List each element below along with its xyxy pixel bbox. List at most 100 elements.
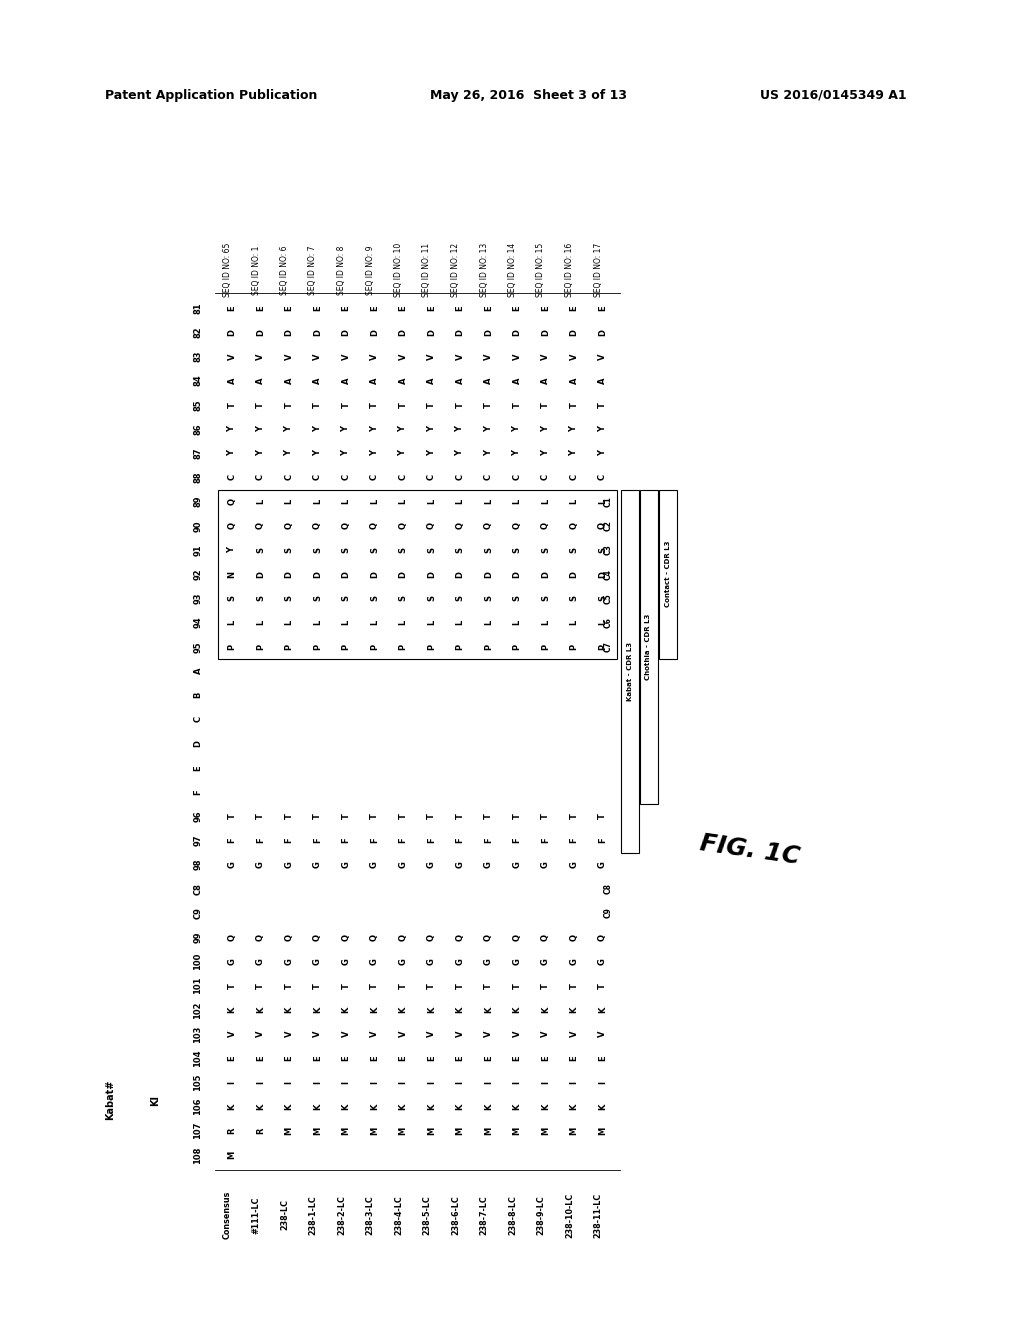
Text: D: D (256, 329, 265, 335)
Text: M: M (569, 1127, 579, 1135)
Text: SEQ ID NO: 13: SEQ ID NO: 13 (479, 243, 488, 297)
Text: K: K (541, 1007, 550, 1012)
Text: Y: Y (541, 426, 550, 432)
Text: Q: Q (484, 523, 493, 529)
Text: Y: Y (313, 450, 322, 457)
Text: V: V (227, 354, 237, 359)
Text: 84: 84 (194, 375, 203, 387)
Text: I: I (341, 1081, 350, 1084)
Text: K: K (484, 1104, 493, 1110)
Text: T: T (256, 401, 265, 408)
Text: 106: 106 (194, 1098, 203, 1115)
Text: D: D (370, 570, 379, 578)
Text: M: M (313, 1127, 322, 1135)
Text: K: K (456, 1104, 465, 1110)
Text: 238-LC: 238-LC (280, 1200, 289, 1230)
Text: Y: Y (256, 426, 265, 432)
Text: G: G (285, 958, 294, 965)
Text: G: G (598, 861, 607, 869)
Text: SEQ ID NO: 8: SEQ ID NO: 8 (337, 246, 346, 294)
Text: 89: 89 (194, 496, 203, 507)
Text: SEQ ID NO: 15: SEQ ID NO: 15 (537, 243, 546, 297)
Text: V: V (569, 1031, 579, 1038)
Text: 82: 82 (194, 326, 203, 338)
Text: K: K (569, 1007, 579, 1012)
Text: T: T (598, 813, 607, 820)
Text: L: L (313, 499, 322, 504)
Text: G: G (512, 958, 521, 965)
Text: E: E (256, 1056, 265, 1061)
Text: S: S (398, 546, 408, 553)
Text: C5: C5 (604, 593, 613, 603)
Text: T: T (427, 401, 436, 408)
Text: Y: Y (598, 450, 607, 457)
Text: C: C (194, 717, 203, 722)
Text: S: S (285, 546, 294, 553)
Text: Q: Q (598, 933, 607, 941)
Text: A: A (541, 378, 550, 384)
Text: C6: C6 (604, 618, 613, 628)
Text: L: L (370, 499, 379, 504)
Text: E: E (313, 305, 322, 310)
Text: E: E (427, 1056, 436, 1061)
Text: 91: 91 (194, 544, 203, 556)
Text: E: E (456, 1056, 465, 1061)
Text: S: S (256, 546, 265, 553)
Text: D: D (285, 329, 294, 335)
Text: D: D (341, 570, 350, 578)
Text: E: E (512, 1056, 521, 1061)
Text: 238-2-LC: 238-2-LC (337, 1195, 346, 1236)
Text: Q: Q (456, 523, 465, 529)
Text: T: T (456, 813, 465, 820)
Text: G: G (456, 861, 465, 869)
Text: V: V (512, 354, 521, 359)
Text: F: F (227, 838, 237, 843)
Text: Y: Y (484, 426, 493, 432)
Text: K: K (541, 1104, 550, 1110)
Text: Y: Y (427, 450, 436, 457)
Text: F: F (398, 838, 408, 843)
Text: 95: 95 (194, 642, 203, 652)
Text: N: N (227, 570, 237, 578)
Text: Y: Y (285, 426, 294, 432)
Text: V: V (313, 354, 322, 359)
Text: V: V (598, 354, 607, 359)
Text: Y: Y (484, 450, 493, 457)
Text: S: S (541, 595, 550, 602)
Text: D: D (398, 570, 408, 578)
Text: G: G (569, 958, 579, 965)
Text: S: S (456, 546, 465, 553)
Text: M: M (427, 1127, 436, 1135)
Text: L: L (370, 620, 379, 626)
Text: 102: 102 (194, 1001, 203, 1019)
Text: L: L (456, 499, 465, 504)
Text: G: G (427, 958, 436, 965)
Text: G: G (398, 958, 408, 965)
Text: V: V (427, 1031, 436, 1038)
Text: SEQ ID NO: 65: SEQ ID NO: 65 (223, 243, 232, 297)
Text: K: K (598, 1104, 607, 1110)
Text: K: K (427, 1007, 436, 1012)
Text: 238-5-LC: 238-5-LC (423, 1195, 431, 1236)
Text: G: G (341, 861, 350, 869)
Text: S: S (484, 546, 493, 553)
Text: V: V (456, 354, 465, 359)
Text: C: C (256, 474, 265, 480)
Text: K: K (456, 1007, 465, 1012)
Text: Y: Y (313, 426, 322, 432)
Text: Y: Y (285, 450, 294, 457)
Text: F: F (456, 838, 465, 843)
Text: K: K (341, 1007, 350, 1012)
Text: G: G (370, 861, 379, 869)
Text: S: S (569, 546, 579, 553)
Text: T: T (227, 982, 237, 989)
Text: A: A (484, 378, 493, 384)
Text: Y: Y (398, 450, 408, 457)
Text: T: T (313, 401, 322, 408)
Text: C: C (456, 474, 465, 480)
Text: K: K (285, 1104, 294, 1110)
Text: T: T (427, 813, 436, 820)
Text: S: S (227, 595, 237, 602)
Text: 86: 86 (194, 424, 203, 434)
Text: C3: C3 (604, 545, 613, 556)
